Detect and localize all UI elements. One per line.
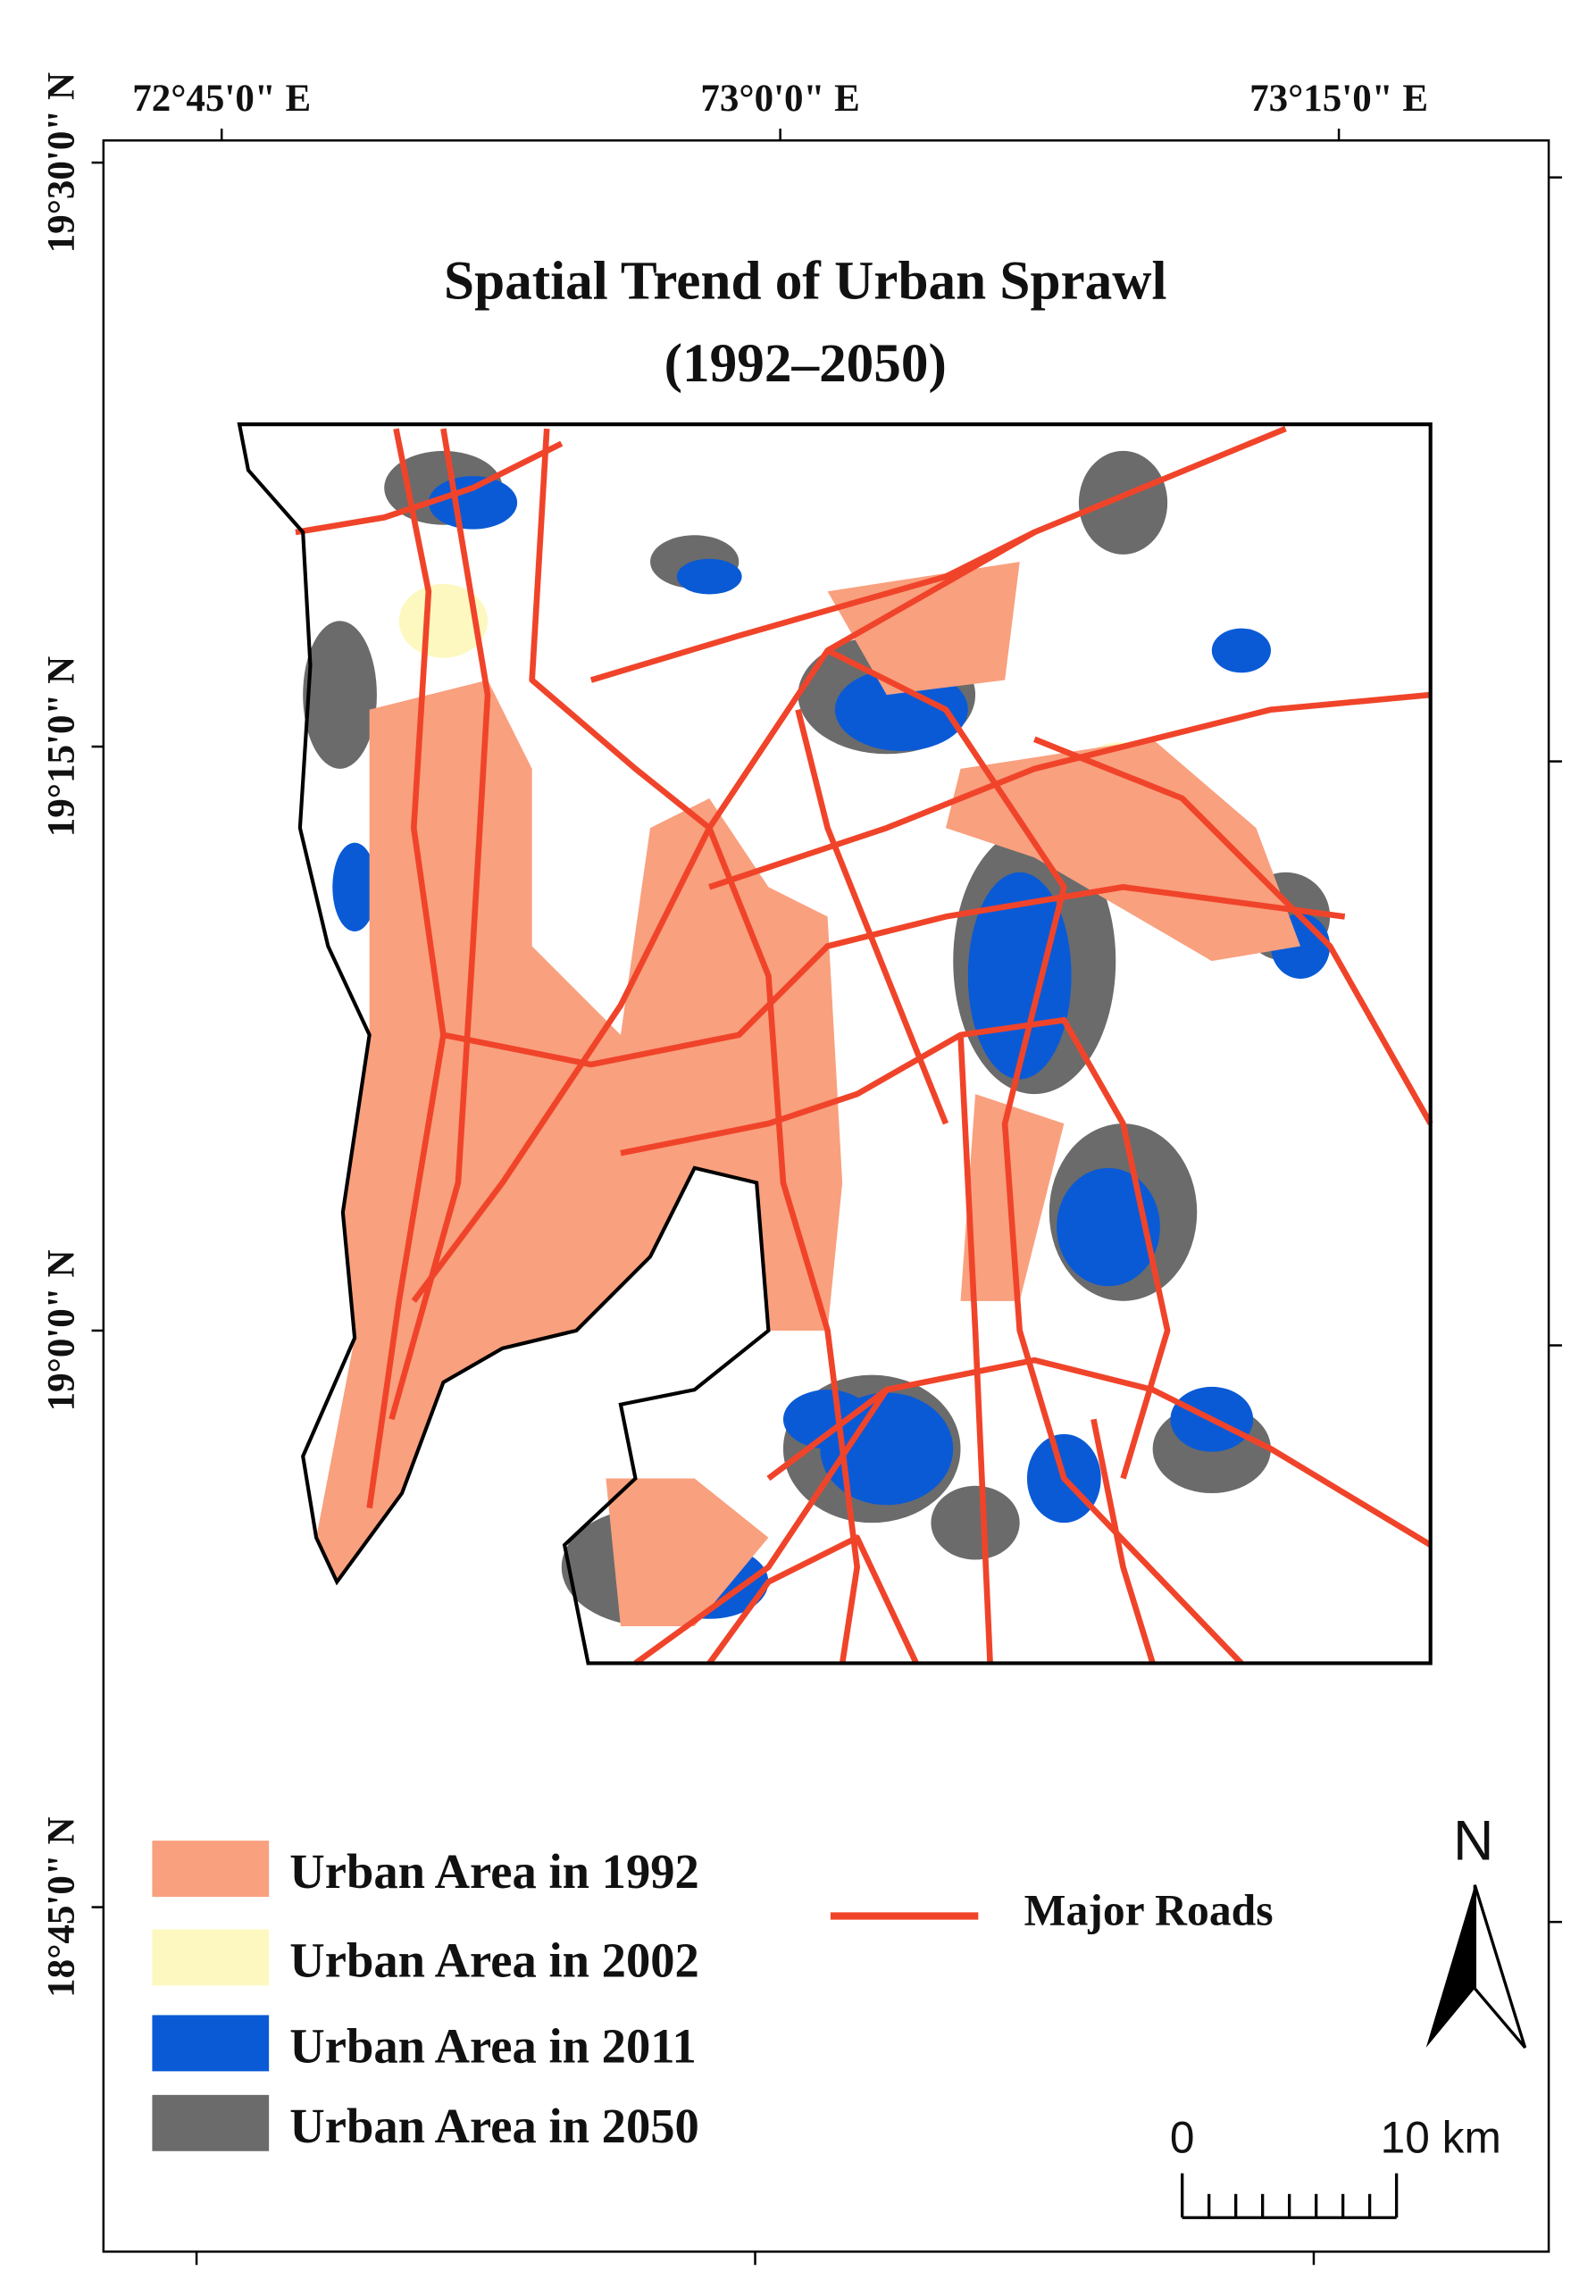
- major-road: [442, 883, 1346, 1068]
- north-label: N: [1453, 1810, 1493, 1873]
- map-decorations: 72°45'0" E 73°0'0" E 73°15'0" E 19°30'0" N 1…: [41, 72, 1562, 2266]
- urban-1992: [316, 680, 843, 1582]
- scale-label: 0: [1170, 2112, 1195, 2162]
- major-road: [957, 1034, 993, 1664]
- urban-2011: [332, 842, 377, 931]
- major-road: [366, 428, 447, 1509]
- north-arrow: [1425, 1884, 1475, 2048]
- longitude-label: 73°15'0" E: [1249, 78, 1428, 120]
- major-road: [708, 691, 1431, 890]
- scale-label: 10 km: [1381, 2112, 1501, 2162]
- legend-swatch: [152, 2015, 270, 2072]
- major-road: [295, 440, 564, 536]
- major-road: [620, 1016, 1171, 1480]
- major-road: [766, 1357, 1433, 1548]
- major-road: [706, 1534, 919, 1666]
- north-arrow: [1473, 1884, 1527, 2049]
- map-area: [237, 422, 1433, 1666]
- urban-2011: [428, 476, 518, 530]
- urban-2050: [303, 621, 377, 769]
- urban-2011: [1057, 1167, 1160, 1287]
- urban-2011: [676, 558, 742, 595]
- urban-2011: [782, 1390, 873, 1449]
- legend-swatch: [152, 1841, 270, 1898]
- major-road: [633, 1388, 890, 1666]
- urban-2050: [1078, 450, 1168, 555]
- legend-label: Urban Area in 2011: [289, 2018, 697, 2073]
- legend-label: Urban Area in 2050: [289, 2099, 699, 2153]
- urban-2050: [931, 1485, 1020, 1560]
- land: [239, 424, 1431, 1664]
- latitude-label: 19°15'0" N: [41, 656, 83, 837]
- major-road: [589, 530, 1036, 683]
- legend-swatch: [152, 1929, 270, 1986]
- map-frame: [102, 139, 1550, 2253]
- latitude-label: 18°45'0" N: [41, 1816, 83, 1997]
- urban-1992: [606, 1478, 769, 1627]
- urban-1992: [945, 739, 1301, 962]
- title-line2: (1992–2050): [664, 333, 947, 394]
- major-road: [1033, 736, 1433, 1125]
- latitude-label: 19°0'0" N: [41, 1249, 83, 1411]
- major-road: [795, 708, 949, 1125]
- longitude-label: 73°0'0" E: [700, 78, 859, 120]
- major-road: [529, 428, 860, 1664]
- legend-label: Major Roads: [1024, 1885, 1274, 1934]
- title-line1: Spatial Trend of Urban Sprawl: [444, 250, 1166, 311]
- urban-2011: [1211, 628, 1271, 673]
- longitude-label: 72°45'0" E: [132, 78, 311, 120]
- coastline: [237, 422, 1433, 1666]
- major-road: [1090, 1418, 1156, 1665]
- urban-2002: [398, 583, 489, 658]
- latitude-label: 19°30'0" N: [41, 72, 83, 253]
- major-road: [826, 647, 1244, 1666]
- legend-label: Urban Area in 1992: [289, 1844, 699, 1899]
- legend-swatch: [152, 2094, 270, 2151]
- legend-label: Urban Area in 2002: [289, 1933, 699, 1987]
- urban-2011: [834, 668, 968, 751]
- major-road: [389, 428, 491, 1421]
